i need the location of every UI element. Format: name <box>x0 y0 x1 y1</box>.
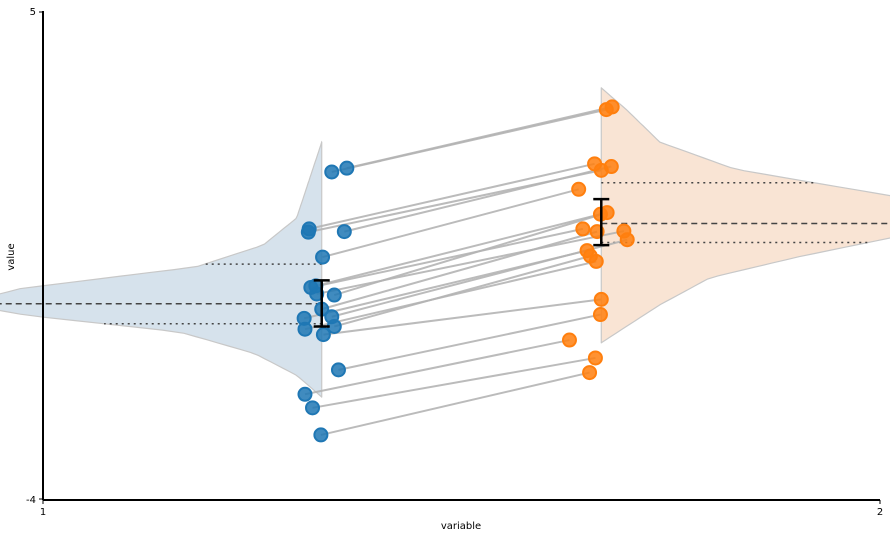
violins <box>0 87 890 398</box>
y-axis-label: value <box>6 243 17 270</box>
y-tick-label-bottom: -4 <box>26 495 36 506</box>
point-group1 <box>324 164 340 180</box>
point-group1 <box>330 362 346 378</box>
x-tick-label-left: 1 <box>40 507 46 518</box>
point-group1 <box>336 224 352 240</box>
point-group1 <box>297 386 313 402</box>
x-tick-label-right: 2 <box>877 507 883 518</box>
point-group1 <box>309 286 325 302</box>
quartile-lines <box>0 182 890 325</box>
pair-line <box>320 371 590 436</box>
point-group2 <box>561 332 577 348</box>
pair-line <box>334 255 591 328</box>
point-group2 <box>604 99 620 115</box>
point-group2 <box>575 221 591 237</box>
point-group1 <box>326 287 342 303</box>
point-group2 <box>603 159 619 175</box>
data-points <box>296 99 635 443</box>
point-group1 <box>315 327 331 343</box>
pair-line <box>346 105 613 170</box>
pair-line <box>312 356 596 409</box>
pair-lines <box>303 105 628 436</box>
point-group1 <box>300 224 316 240</box>
pair-line <box>310 227 584 289</box>
pair-line <box>315 213 601 287</box>
point-group1 <box>313 427 329 443</box>
point-group1 <box>315 249 331 265</box>
x-axis-label: variable <box>441 521 481 532</box>
pair-line <box>344 165 612 233</box>
pair-line <box>308 162 595 230</box>
point-group2 <box>593 291 609 307</box>
pair-line <box>323 298 602 336</box>
pair-line <box>316 230 625 295</box>
pair-line <box>322 188 579 259</box>
point-group2 <box>588 253 604 269</box>
errorbars <box>313 197 610 328</box>
point-group2 <box>582 365 598 381</box>
point-group1 <box>305 400 321 416</box>
pair-line <box>321 230 598 311</box>
pair-line <box>338 313 601 371</box>
pair-line <box>304 260 597 331</box>
point-group1 <box>297 321 313 337</box>
point-group2 <box>619 232 635 248</box>
point-group2 <box>592 307 608 323</box>
point-group2 <box>587 350 603 366</box>
point-group1 <box>339 160 355 176</box>
pair-line <box>304 339 570 396</box>
point-group2 <box>571 181 587 197</box>
y-tick-label-top: 5 <box>30 7 36 18</box>
violin-group2 <box>600 87 890 344</box>
violin-group1 <box>0 140 323 398</box>
pair-line <box>303 249 588 320</box>
point-group2 <box>599 205 615 221</box>
